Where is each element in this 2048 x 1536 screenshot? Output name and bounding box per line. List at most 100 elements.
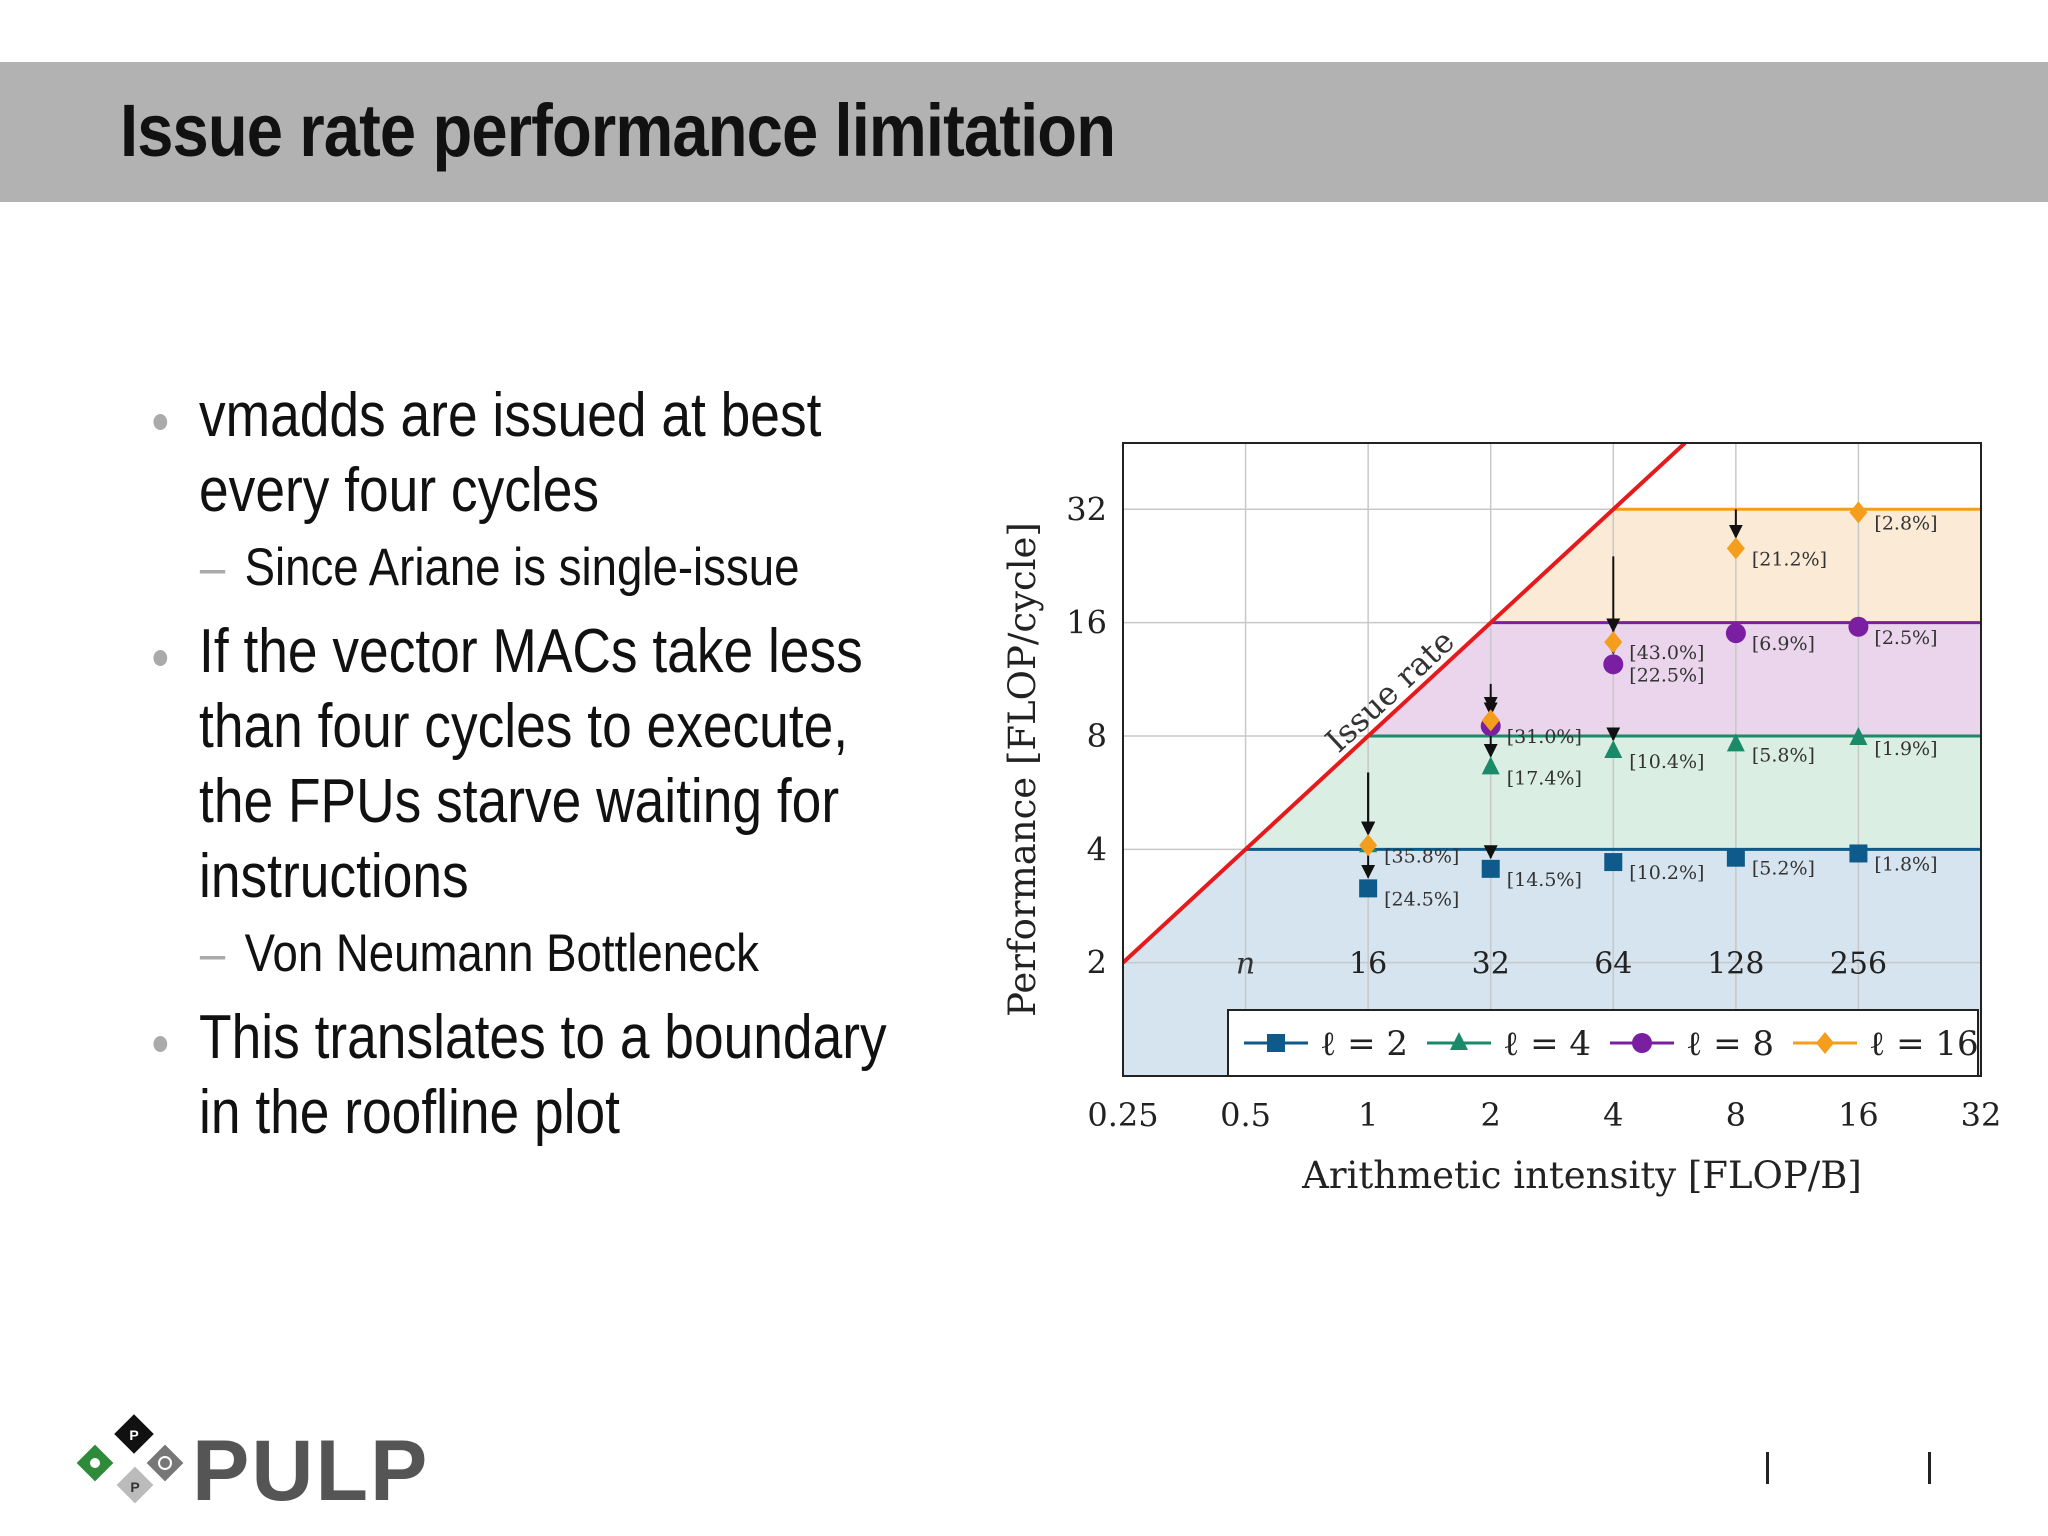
footer-separator	[1928, 1452, 1931, 1484]
point-marker-square	[1604, 853, 1623, 872]
logo-letter: P	[129, 1427, 138, 1443]
pulp-logo-mark: P P PULP	[76, 1414, 429, 1519]
x-tick-label: 0.5	[1220, 1096, 1271, 1134]
bullet-line: the FPUs starve waiting for	[199, 767, 840, 836]
bullet-dot	[153, 1036, 168, 1052]
bullet-item: vmadds are issued at best every four cyc…	[150, 378, 999, 528]
x-tick-label: 4	[1603, 1096, 1623, 1134]
x-tick-label: 1	[1358, 1096, 1378, 1134]
x-tick-label: 16	[1838, 1096, 1879, 1134]
bullet-dot	[153, 650, 168, 666]
point-marker-triangle	[1450, 1032, 1468, 1050]
axes: 0.25 0.5 1 2 4 8 16 32 2 4 8 16 32 Arithmetic intensi…	[1001, 490, 2001, 1197]
legend-entry: ℓ = 4	[1503, 1024, 1591, 1064]
bullet-line: If the vector MACs take less	[199, 617, 863, 686]
y-axis-label: Performance [FLOP/cycle]	[1001, 522, 1044, 1017]
point-label: [21.2%]	[1752, 548, 1827, 570]
sub-bullet-item: – Since Ariane is single-issue	[150, 536, 1044, 600]
bullet-item: This translates to a boundary in the roo…	[150, 1000, 999, 1150]
point-marker-square	[1849, 844, 1868, 863]
y-tick-label: 2	[1087, 944, 1107, 982]
point-marker-square	[1481, 859, 1500, 878]
point-marker-square	[1726, 848, 1745, 867]
data-points: [24.5%] [14.5%] [10.2%] [5.2%] [1.8%] [35.8%]…	[1359, 501, 1938, 910]
n-axis-value: 16	[1349, 947, 1387, 982]
bullet-line: vmadds are issued at best	[199, 381, 822, 450]
point-label: [2.5%]	[1874, 627, 1937, 649]
n-axis-value: 64	[1594, 947, 1632, 982]
point-marker-diamond	[1359, 834, 1378, 857]
x-tick-label: 8	[1726, 1096, 1746, 1134]
point-label: [17.4%]	[1507, 767, 1582, 789]
bullet-list: vmadds are issued at best every four cyc…	[150, 378, 950, 1158]
point-label: [10.2%]	[1629, 862, 1704, 884]
point-marker-circle	[1603, 654, 1624, 675]
point-label: [43.0%]	[1629, 642, 1704, 664]
sub-bullet-item: – Von Neumann Bottleneck	[150, 922, 1044, 986]
y-tick-label: 32	[1066, 490, 1107, 528]
point-label: [31.0%]	[1507, 726, 1582, 748]
point-label: [6.9%]	[1752, 633, 1815, 655]
point-marker-circle	[1632, 1033, 1652, 1053]
point-marker-diamond	[1849, 501, 1868, 524]
y-tick-label: 4	[1087, 830, 1107, 868]
pulp-logo: P P PULP	[72, 1412, 432, 1519]
point-marker-diamond	[1816, 1032, 1834, 1054]
bullet-dot	[153, 414, 168, 430]
slide-title: Issue rate performance limitation	[120, 89, 1116, 172]
title-bar	[0, 62, 2048, 202]
n-axis-value: 128	[1707, 947, 1764, 982]
x-tick-label: 2	[1481, 1096, 1501, 1134]
point-marker-diamond	[1604, 631, 1623, 654]
sub-bullet-dash: –	[199, 538, 226, 597]
sub-bullet-line: Von Neumann Bottleneck	[244, 924, 759, 983]
legend-entry: ℓ = 16	[1869, 1024, 1979, 1064]
point-marker-triangle	[1849, 727, 1868, 746]
bullet-line: than four cycles to execute,	[199, 692, 849, 761]
point-marker-diamond	[1481, 709, 1500, 732]
bullet-line: This translates to a boundary	[199, 1003, 887, 1072]
legend: ℓ = 2 ℓ = 4 ℓ = 8 ℓ = 16	[1227, 1009, 1979, 1077]
point-marker-circle	[1725, 623, 1746, 644]
logo-letter: P	[130, 1479, 139, 1495]
footer-separator	[1766, 1452, 1769, 1484]
point-marker-square	[1359, 879, 1378, 898]
issue-rate-line	[1123, 443, 1687, 965]
point-marker-triangle	[1604, 739, 1623, 758]
x-tick-label: 32	[1961, 1096, 2002, 1134]
sub-bullet-line: Since Ariane is single-issue	[244, 538, 800, 597]
point-label: [2.8%]	[1874, 512, 1937, 534]
point-marker-triangle	[1726, 733, 1745, 752]
point-label: [1.9%]	[1874, 738, 1937, 760]
y-tick-label: 8	[1087, 717, 1107, 755]
point-label: [24.5%]	[1384, 888, 1459, 910]
legend-entry: ℓ = 2	[1320, 1024, 1408, 1064]
point-marker-diamond	[1726, 537, 1745, 560]
n-axis-label: n	[1236, 947, 1255, 982]
point-marker-triangle	[1481, 756, 1500, 775]
n-axis-value: 32	[1472, 947, 1510, 982]
point-label: [22.5%]	[1629, 664, 1704, 686]
point-label: [5.8%]	[1752, 744, 1815, 766]
point-label: [35.8%]	[1384, 845, 1459, 867]
n-axis: n 16 32 64 128 256	[1236, 947, 1887, 982]
point-label: [5.2%]	[1752, 858, 1815, 880]
y-tick-label: 16	[1066, 604, 1107, 642]
point-label: [1.8%]	[1874, 853, 1937, 875]
n-axis-value: 256	[1830, 947, 1887, 982]
x-tick-label: 0.25	[1087, 1096, 1158, 1134]
bullet-item: If the vector MACs take less than four c…	[150, 614, 999, 914]
sub-bullet-dash: –	[199, 924, 226, 983]
legend-entry: ℓ = 8	[1686, 1024, 1774, 1064]
bullet-line: instructions	[199, 842, 469, 911]
point-label: [14.5%]	[1507, 869, 1582, 891]
point-marker-circle	[1848, 616, 1869, 637]
bullet-line: every four cycles	[199, 456, 600, 525]
bullet-line: in the roofline plot	[199, 1078, 620, 1147]
point-label: [10.4%]	[1629, 751, 1704, 773]
logo-text: PULP	[192, 1423, 429, 1512]
point-marker-square	[1267, 1034, 1285, 1052]
x-axis-label: Arithmetic intensity [FLOP/B]	[1301, 1154, 1862, 1197]
issue-rate-unshaded	[1123, 443, 1981, 963]
